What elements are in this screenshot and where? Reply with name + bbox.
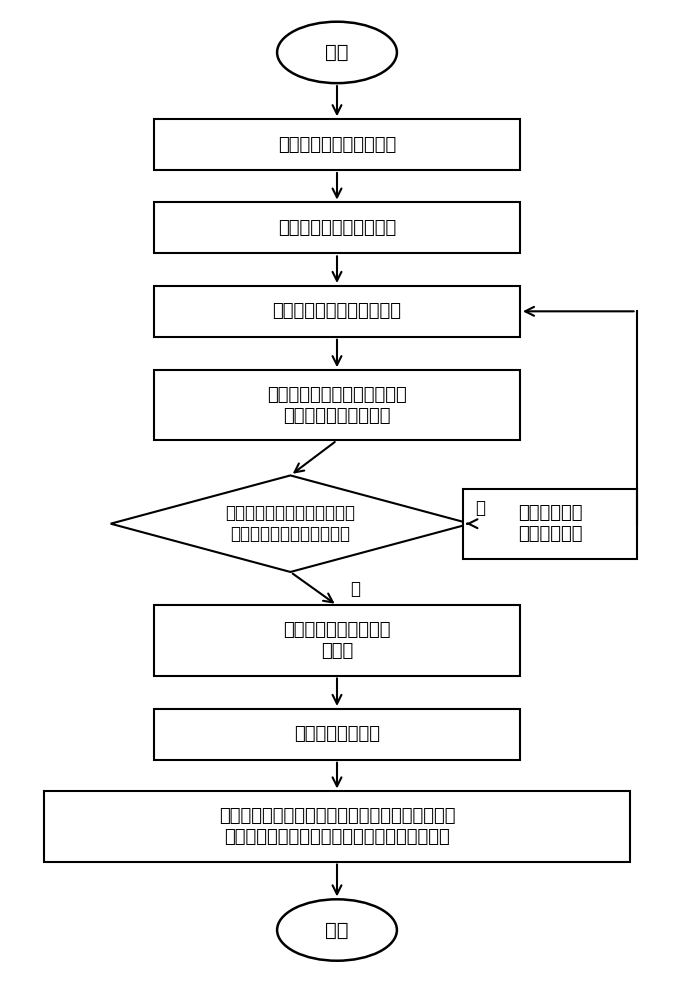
Bar	[154, 370, 520, 440]
Bar	[154, 286, 520, 337]
Text: 终端实现对二维码标签扫描: 终端实现对二维码标签扫描	[272, 302, 402, 320]
Bar	[44, 791, 630, 862]
Bar	[154, 202, 520, 253]
Text: 根据需要布置二维码标签: 根据需要布置二维码标签	[278, 136, 396, 154]
Text: 否: 否	[475, 499, 485, 517]
Text: 是: 是	[350, 580, 361, 598]
Text: 记录二维码标签位置信息: 记录二维码标签位置信息	[278, 219, 396, 237]
Text: 识别二维码信息，将采样模块采样信息以及位置信
息通过二维码信息实现与后期水质监测信息关联: 识别二维码信息，将采样模块采样信息以及位置信 息通过二维码信息实现与后期水质监测…	[219, 807, 455, 846]
Text: 加载采样管理模块: 加载采样管理模块	[294, 725, 380, 743]
Polygon shape	[111, 475, 470, 572]
Text: 结束: 结束	[326, 921, 348, 940]
Text: 启动位置信息获取程序，记录
当前人员所在位置信息: 启动位置信息获取程序，记录 当前人员所在位置信息	[267, 386, 407, 425]
Text: 开始: 开始	[326, 43, 348, 62]
Text: 确定二维码标签位置信息与人
员位置信息是否在合理范围: 确定二维码标签位置信息与人 员位置信息是否在合理范围	[225, 504, 355, 543]
Bar	[154, 119, 520, 170]
Bar	[154, 709, 520, 760]
Text: 提醒识别不合
理，重新识别: 提醒识别不合 理，重新识别	[518, 504, 582, 543]
Bar	[464, 489, 636, 559]
Text: 识别合理，完成位置信
息存储: 识别合理，完成位置信 息存储	[283, 621, 391, 660]
Bar	[154, 605, 520, 676]
Ellipse shape	[277, 22, 397, 83]
Ellipse shape	[277, 899, 397, 961]
